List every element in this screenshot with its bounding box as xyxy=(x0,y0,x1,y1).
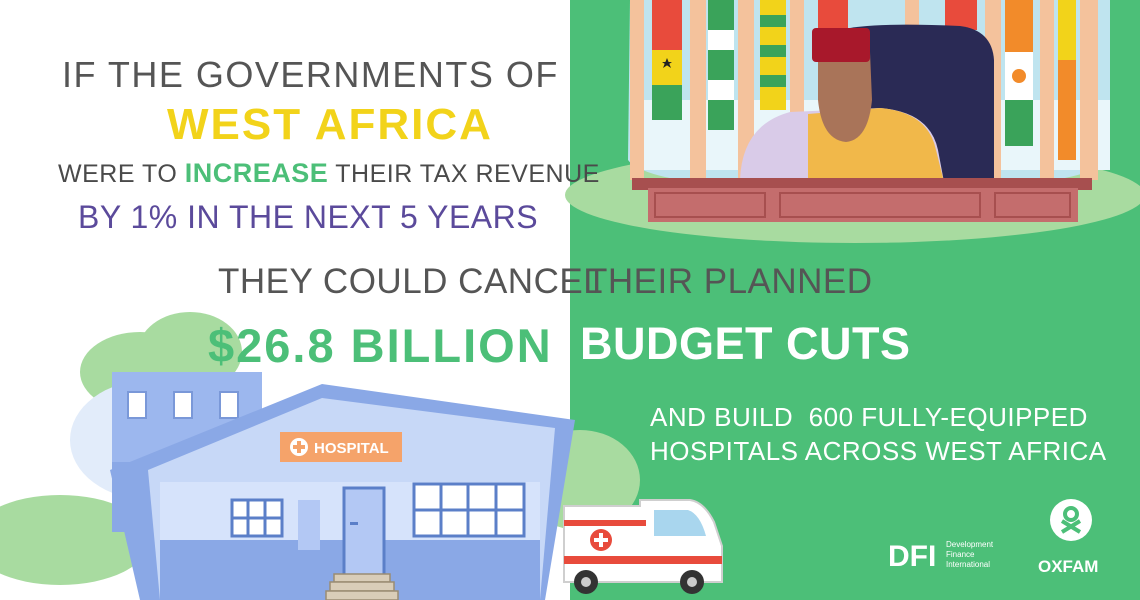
headline-increase: INCREASE xyxy=(184,158,329,188)
statement-right-top: THEIR PLANNED xyxy=(586,262,873,301)
ambulance-icon xyxy=(563,499,723,594)
dfi-name-line1: Development xyxy=(946,540,994,549)
dfi-name-line2: Finance xyxy=(946,550,975,559)
oxfam-wordmark: OXFAM xyxy=(1038,557,1098,576)
official-head xyxy=(818,52,872,142)
hospital-sign-text: HOSPITAL xyxy=(314,440,389,457)
flag-icon xyxy=(1005,0,1033,146)
hospital-scene: HOSPITAL xyxy=(0,312,640,600)
statement-right-bottom: BUDGET CUTS xyxy=(580,318,911,369)
official-hat xyxy=(812,28,870,62)
oxfam-logo-icon: OXFAM xyxy=(1038,499,1098,576)
flag-icon xyxy=(818,0,848,32)
flag-icon xyxy=(945,0,977,30)
statement-left-top: THEY COULD CANCEL xyxy=(218,262,604,301)
desk-top xyxy=(632,178,1092,190)
statement-amount: $26.8 BILLION xyxy=(208,319,553,372)
dfi-logo-icon: DFI Development Finance International xyxy=(888,540,994,573)
statement-extra-line1: AND BUILD 600 FULLY-EQUIPPED xyxy=(650,402,1088,432)
headline-line1: IF THE GOVERNMENTS OF xyxy=(62,54,559,95)
flag-icon xyxy=(760,0,786,110)
flag-icon xyxy=(708,0,734,130)
hospital-door xyxy=(342,486,386,578)
statement-extra-line2: HOSPITALS ACROSS WEST AFRICA xyxy=(650,436,1107,466)
hospital-windows xyxy=(230,482,526,538)
headline-line3: WERE TO INCREASE THEIR TAX REVENUE xyxy=(58,158,600,189)
statement-extra: AND BUILD 600 FULLY-EQUIPPED HOSPITALS A… xyxy=(650,400,1107,468)
flag-icon xyxy=(652,0,682,120)
official-scene xyxy=(565,0,1140,243)
dfi-mark: DFI xyxy=(888,540,936,573)
dfi-name-line3: International xyxy=(946,560,990,569)
hospital-steps xyxy=(325,573,399,600)
headline-region: WEST AFRICA xyxy=(167,100,493,149)
headline-line3-before: WERE TO xyxy=(58,160,185,188)
flag-icon xyxy=(1058,0,1076,160)
headline-line4: BY 1% IN THE NEXT 5 YEARS xyxy=(78,199,539,235)
headline-line3-after: THEIR TAX REVENUE xyxy=(328,160,600,188)
